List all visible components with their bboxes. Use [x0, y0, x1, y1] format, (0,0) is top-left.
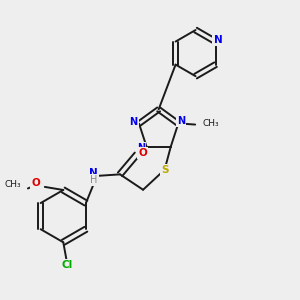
Text: N: N: [89, 168, 98, 178]
Text: CH₃: CH₃: [203, 119, 220, 128]
Text: N: N: [137, 143, 145, 153]
Text: N: N: [177, 116, 185, 126]
Text: N: N: [129, 117, 138, 127]
Text: CH₃: CH₃: [4, 180, 21, 189]
Text: O: O: [32, 178, 40, 188]
Text: Cl: Cl: [61, 260, 73, 270]
Text: N: N: [214, 35, 222, 45]
Text: O: O: [138, 148, 147, 158]
Text: S: S: [161, 165, 168, 175]
Text: H: H: [90, 175, 97, 184]
